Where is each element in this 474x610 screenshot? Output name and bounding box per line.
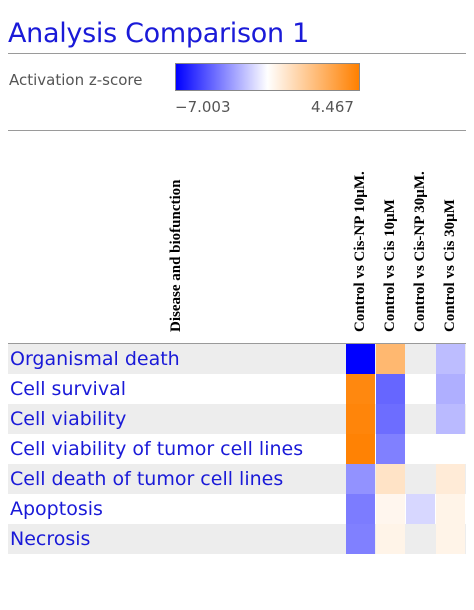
row-label[interactable]: Cell viability of tumor cell lines <box>10 438 304 460</box>
row-label[interactable]: Cell viability <box>10 408 127 430</box>
row-label[interactable]: Organismal death <box>10 348 180 370</box>
title-divider <box>8 53 466 54</box>
heatmap-cell[interactable] <box>436 524 465 554</box>
heatmap-cell[interactable] <box>346 524 375 554</box>
column-header-2: Control vs Cis-NP 30μM. <box>412 171 428 332</box>
heatmap-cell[interactable] <box>376 344 405 374</box>
legend-min-label: −7.003 <box>175 98 231 116</box>
heatmap-cell[interactable] <box>346 464 375 494</box>
heatmap-cell[interactable] <box>406 494 435 524</box>
heatmap-cell[interactable] <box>376 374 405 404</box>
column-header-1: Control vs Cis 10μM <box>382 199 398 332</box>
heatmap-cell[interactable] <box>376 464 405 494</box>
row-label[interactable]: Cell death of tumor cell lines <box>10 468 284 490</box>
heatmap-cell[interactable] <box>376 434 405 464</box>
legend-label: Activation z-score <box>9 71 143 89</box>
legend-color-bar <box>175 63 360 91</box>
heatmap-cell[interactable] <box>346 374 375 404</box>
header-divider <box>8 130 466 131</box>
heatmap-cell[interactable] <box>346 434 375 464</box>
heatmap-cell[interactable] <box>436 344 465 374</box>
heatmap-cell[interactable] <box>346 404 375 434</box>
heatmap-cell[interactable] <box>376 494 405 524</box>
table-top-divider <box>8 343 466 344</box>
heatmap-cell[interactable] <box>436 374 465 404</box>
chart-title: Analysis Comparison 1 <box>8 18 309 49</box>
row-header-label: Disease and biofunction <box>168 179 184 332</box>
heatmap-cell[interactable] <box>346 494 375 524</box>
heatmap-cell[interactable] <box>436 464 465 494</box>
legend-max-label: 4.467 <box>311 98 354 116</box>
row-label[interactable]: Necrosis <box>10 528 91 550</box>
column-header-3: Control vs Cis 30μM <box>442 199 458 332</box>
heatmap-cell[interactable] <box>436 404 465 434</box>
heatmap-cell[interactable] <box>346 344 375 374</box>
row-label[interactable]: Cell survival <box>10 378 126 400</box>
heatmap-cell[interactable] <box>376 524 405 554</box>
heatmap-cell[interactable] <box>436 494 465 524</box>
heatmap-cell[interactable] <box>376 404 405 434</box>
row-label[interactable]: Apoptosis <box>10 498 103 520</box>
column-header-0: Control vs Cis-NP 10μM. <box>352 171 368 332</box>
